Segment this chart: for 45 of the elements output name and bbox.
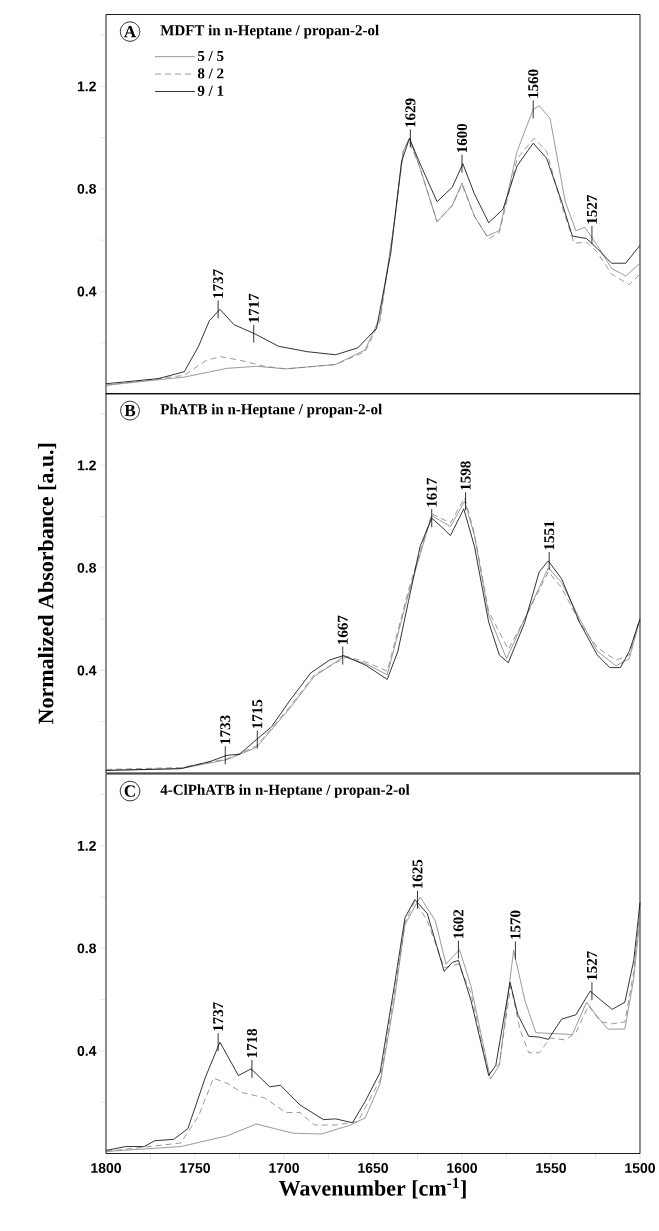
- annotation: 1617: [426, 478, 437, 507]
- x-tick-label: 1700: [269, 1163, 300, 1173]
- x-tick-label: 1600: [447, 1163, 478, 1173]
- annotation: 1667: [337, 615, 348, 644]
- annotation: 1717: [248, 293, 259, 323]
- annotation: 1715: [252, 699, 263, 729]
- annotation: B: [124, 404, 136, 417]
- annotation: 1560: [528, 69, 539, 98]
- annotation: 1598: [460, 461, 471, 490]
- text: MDFT in n-Heptane / propan-2-ol: [160, 24, 379, 39]
- y-tick-label: 0.4: [77, 1045, 97, 1056]
- y-tick-label: 0.8: [77, 183, 97, 194]
- legend-label: 5 / 5: [198, 50, 224, 61]
- annotation: 1737: [213, 1002, 224, 1031]
- y-tick-label: 1.2: [77, 840, 96, 851]
- annotation: 1737: [213, 269, 224, 298]
- y-tick-label: 1.2: [77, 460, 96, 471]
- annotation: A: [124, 25, 137, 38]
- x-tick-label: 1800: [91, 1163, 122, 1173]
- y-tick-label: 0.4: [77, 286, 97, 297]
- annotation: 1733: [220, 715, 231, 744]
- y-tick-label: 1.2: [77, 81, 96, 92]
- annotation: 1602: [453, 909, 464, 939]
- x-tick-label: 1750: [180, 1163, 211, 1173]
- x-axis-title: Wavenumber [cm$^{-1}$]: [279, 1177, 466, 1199]
- x-tick-label: 1650: [358, 1163, 389, 1173]
- y-tick-label: 0.8: [77, 943, 97, 954]
- legend-label: 9 / 1: [197, 85, 224, 96]
- x-tick-label: 1550: [536, 1163, 567, 1173]
- y-tick-label: 0.4: [77, 665, 97, 676]
- y-tick-label: 0.8: [77, 562, 97, 573]
- y-axis-title: Normalized Absorbance [a.u.]: [37, 443, 57, 724]
- annotation: 1600: [456, 123, 468, 153]
- legend-label: 8 / 2: [197, 68, 224, 79]
- annotation: 1551: [544, 521, 555, 550]
- annotation: 1625: [412, 859, 423, 889]
- annotation: 1718: [246, 1028, 258, 1058]
- annotation: C: [124, 785, 135, 797]
- annotation: 1527: [586, 951, 598, 980]
- annotation: 1629: [405, 98, 416, 127]
- x-tick-label: 1500: [625, 1163, 656, 1173]
- text: PhATB in n-Heptane / propan-2-ol: [160, 403, 383, 418]
- text: 4-ClPhATB in n-Heptane / propan-2-ol: [160, 784, 410, 798]
- annotation: 1570: [510, 910, 521, 939]
- annotation: 1527: [586, 194, 598, 224]
